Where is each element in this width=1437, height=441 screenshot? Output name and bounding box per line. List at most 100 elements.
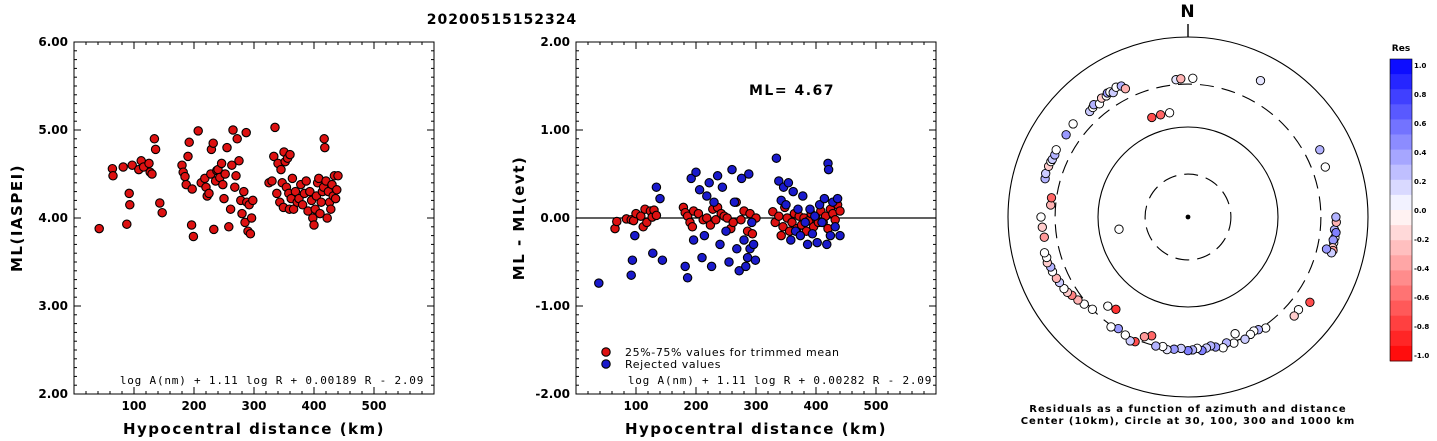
data-point xyxy=(188,231,199,242)
y-tick-label: 1.00 xyxy=(540,123,570,137)
data-point xyxy=(297,200,308,210)
north-label: N xyxy=(1180,2,1195,22)
legend-label: 25%-75% values for trimmed mean xyxy=(625,346,840,359)
data-point xyxy=(228,125,238,135)
x-axis-label: Hypocentral distance (km) xyxy=(123,420,385,438)
y-tick-label: 3.00 xyxy=(38,299,68,313)
residual-point xyxy=(1188,73,1198,83)
data-point xyxy=(817,217,827,228)
data-point xyxy=(234,156,244,166)
residual-point xyxy=(1293,305,1304,315)
colorbar-swatch xyxy=(1390,119,1412,135)
data-point xyxy=(657,255,668,265)
residual-point xyxy=(1164,108,1175,118)
data-point xyxy=(118,162,128,172)
y-axis-label: ML - ML(evt) xyxy=(510,156,528,280)
data-point xyxy=(783,178,794,188)
data-point xyxy=(180,171,190,182)
data-point xyxy=(800,217,810,228)
data-point xyxy=(835,206,845,216)
data-point xyxy=(612,216,622,227)
data-point xyxy=(810,211,820,221)
residual-point xyxy=(1059,283,1069,294)
data-point xyxy=(636,211,646,221)
data-point xyxy=(245,229,256,239)
colorbar-title: Res xyxy=(1392,44,1410,54)
data-point xyxy=(819,193,830,204)
azimuth-residual-panel: N Residuals as a function of azimuth and … xyxy=(1007,2,1429,427)
data-point xyxy=(208,138,218,148)
residual-point xyxy=(1139,332,1150,342)
data-point xyxy=(741,261,751,272)
legend-marker xyxy=(601,347,611,357)
colorbar-tick-label: -0.8 xyxy=(1414,323,1429,331)
data-point xyxy=(709,197,719,207)
data-point xyxy=(832,193,843,204)
colorbar-frame xyxy=(1389,58,1413,362)
residual-point xyxy=(1111,304,1121,314)
data-point xyxy=(276,164,286,175)
data-point xyxy=(795,230,806,241)
residual-point xyxy=(1087,304,1098,314)
data-point xyxy=(787,217,797,228)
data-point xyxy=(222,142,232,153)
data-point xyxy=(322,213,332,223)
data-point xyxy=(108,171,118,181)
data-point xyxy=(209,224,219,235)
colorbar-tick-label: 0.0 xyxy=(1414,207,1427,215)
colorbar-tick-label: -0.4 xyxy=(1414,265,1429,273)
data-point xyxy=(220,169,230,179)
colorbar-swatch xyxy=(1390,285,1412,301)
data-point xyxy=(732,244,742,254)
data-point xyxy=(702,191,712,201)
data-point xyxy=(728,217,738,228)
data-point xyxy=(630,230,640,241)
data-point xyxy=(127,160,137,170)
data-point xyxy=(594,278,604,288)
residual-point xyxy=(1255,75,1266,86)
residual-point xyxy=(1039,232,1049,242)
data-point xyxy=(771,153,782,163)
x-tick-label: 100 xyxy=(121,399,146,413)
data-point xyxy=(814,200,825,210)
distance-ring xyxy=(1144,173,1232,261)
colorbar-swatch xyxy=(1390,134,1412,150)
data-point xyxy=(626,270,636,280)
data-point xyxy=(230,182,240,192)
residual-point xyxy=(1073,295,1083,305)
data-point xyxy=(717,182,728,192)
data-point xyxy=(94,223,104,234)
data-point xyxy=(742,252,753,263)
data-point xyxy=(781,200,791,210)
data-point xyxy=(124,188,134,199)
data-point xyxy=(747,217,757,228)
colorbar-tick-label: 0.6 xyxy=(1414,120,1427,128)
residual-point xyxy=(1289,311,1299,321)
data-point xyxy=(246,213,257,223)
colorbar-swatch xyxy=(1390,104,1412,120)
residual-point xyxy=(1240,334,1250,344)
data-point xyxy=(802,239,813,250)
data-point xyxy=(216,158,227,169)
data-point xyxy=(183,151,193,162)
data-point xyxy=(747,229,758,239)
x-tick-label: 500 xyxy=(863,399,888,413)
data-point xyxy=(736,173,747,184)
data-point xyxy=(805,204,815,214)
data-point xyxy=(687,222,698,232)
x-tick-label: 400 xyxy=(301,399,326,413)
data-point xyxy=(301,176,311,186)
colorbar-swatch xyxy=(1390,270,1412,286)
colorbar-swatch xyxy=(1390,225,1412,241)
colorbar-swatch xyxy=(1390,164,1412,181)
data-point xyxy=(712,171,723,181)
residual-point xyxy=(1230,329,1240,339)
data-point xyxy=(285,149,295,160)
center-point xyxy=(1185,214,1191,220)
data-point xyxy=(798,191,808,201)
data-point xyxy=(237,208,247,219)
data-point xyxy=(227,160,237,170)
residual-point xyxy=(1125,336,1135,346)
data-point xyxy=(157,207,167,218)
polar-caption-line1: Residuals as a function of azimuth and d… xyxy=(1029,404,1346,415)
